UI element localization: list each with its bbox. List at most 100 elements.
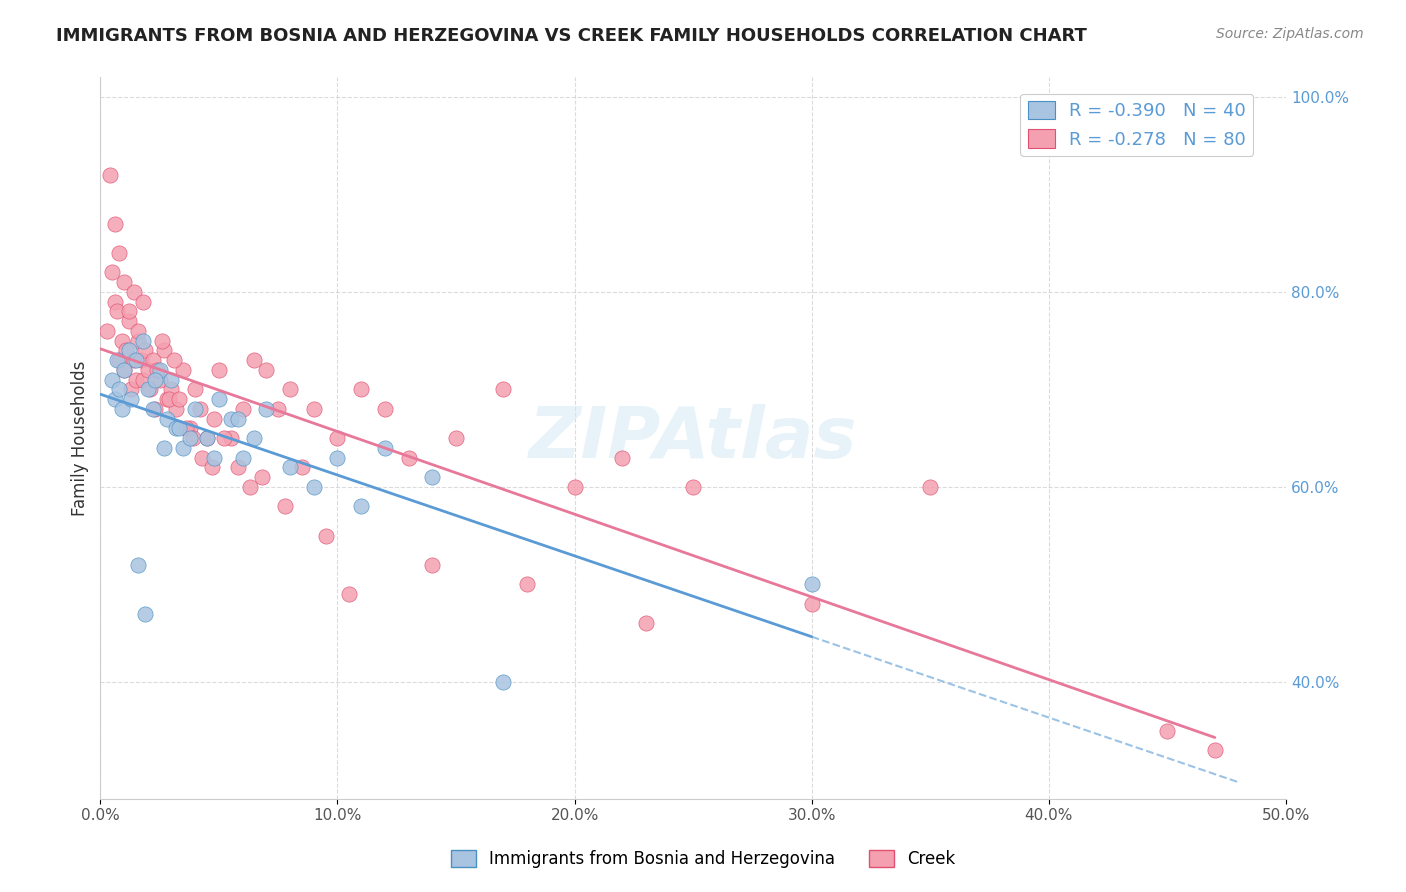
- Point: [105, 353, 128, 368]
- Point: [239, 480, 262, 494]
- Point: [920, 480, 942, 494]
- Point: [254, 401, 277, 416]
- Point: [208, 363, 231, 377]
- Point: [103, 217, 125, 231]
- Point: [184, 383, 207, 397]
- Point: [146, 363, 169, 377]
- Point: [267, 401, 290, 416]
- Point: [153, 343, 176, 358]
- Point: [141, 401, 163, 416]
- Point: [492, 383, 515, 397]
- Point: [118, 304, 141, 318]
- Point: [800, 597, 823, 611]
- Point: [302, 480, 325, 494]
- Point: [201, 460, 224, 475]
- Point: [165, 401, 187, 416]
- Point: [122, 285, 145, 299]
- Point: [139, 383, 162, 397]
- Point: [136, 363, 159, 377]
- Text: Source: ZipAtlas.com: Source: ZipAtlas.com: [1216, 27, 1364, 41]
- Point: [179, 421, 201, 435]
- Point: [195, 431, 218, 445]
- Point: [278, 383, 301, 397]
- Point: [172, 363, 194, 377]
- Point: [1156, 723, 1178, 738]
- Point: [112, 363, 135, 377]
- Point: [492, 674, 515, 689]
- Point: [96, 324, 118, 338]
- Point: [120, 392, 142, 406]
- Point: [634, 616, 657, 631]
- Point: [160, 383, 183, 397]
- Point: [115, 343, 138, 358]
- Point: [136, 383, 159, 397]
- Point: [682, 480, 704, 494]
- Point: [127, 558, 149, 572]
- Point: [326, 450, 349, 465]
- Point: [516, 577, 538, 591]
- Point: [278, 460, 301, 475]
- Point: [134, 607, 156, 621]
- Point: [156, 411, 179, 425]
- Point: [167, 392, 190, 406]
- Point: [143, 373, 166, 387]
- Point: [125, 353, 148, 368]
- Point: [444, 431, 467, 445]
- Point: [122, 353, 145, 368]
- Point: [167, 421, 190, 435]
- Point: [98, 168, 121, 182]
- Point: [202, 411, 225, 425]
- Point: [118, 343, 141, 358]
- Point: [149, 373, 172, 387]
- Point: [111, 334, 134, 348]
- Point: [226, 411, 249, 425]
- Point: [179, 431, 201, 445]
- Point: [219, 411, 242, 425]
- Point: [610, 450, 633, 465]
- Text: ZIPAtlas: ZIPAtlas: [529, 403, 858, 473]
- Point: [132, 294, 155, 309]
- Point: [226, 460, 249, 475]
- Point: [202, 450, 225, 465]
- Point: [250, 470, 273, 484]
- Point: [134, 343, 156, 358]
- Legend: Immigrants from Bosnia and Herzegovina, Creek: Immigrants from Bosnia and Herzegovina, …: [444, 843, 962, 875]
- Point: [105, 304, 128, 318]
- Point: [420, 470, 443, 484]
- Point: [398, 450, 420, 465]
- Point: [195, 431, 218, 445]
- Point: [219, 431, 242, 445]
- Point: [191, 450, 214, 465]
- Point: [108, 383, 131, 397]
- Point: [326, 431, 349, 445]
- Point: [254, 363, 277, 377]
- Point: [127, 334, 149, 348]
- Point: [160, 373, 183, 387]
- Point: [350, 383, 373, 397]
- Point: [132, 373, 155, 387]
- Point: [184, 401, 207, 416]
- Point: [302, 401, 325, 416]
- Point: [374, 401, 396, 416]
- Point: [243, 353, 266, 368]
- Point: [374, 441, 396, 455]
- Point: [208, 392, 231, 406]
- Point: [337, 587, 360, 601]
- Point: [420, 558, 443, 572]
- Point: [108, 353, 131, 368]
- Point: [101, 373, 124, 387]
- Point: [564, 480, 586, 494]
- Point: [243, 431, 266, 445]
- Point: [274, 500, 297, 514]
- Point: [101, 265, 124, 279]
- Point: [212, 431, 235, 445]
- Point: [118, 314, 141, 328]
- Point: [150, 334, 173, 348]
- Text: IMMIGRANTS FROM BOSNIA AND HERZEGOVINA VS CREEK FAMILY HOUSEHOLDS CORRELATION CH: IMMIGRANTS FROM BOSNIA AND HERZEGOVINA V…: [56, 27, 1087, 45]
- Point: [291, 460, 314, 475]
- Point: [163, 353, 186, 368]
- Point: [111, 401, 134, 416]
- Point: [165, 421, 187, 435]
- Point: [112, 275, 135, 289]
- Legend: R = -0.390   N = 40, R = -0.278   N = 80: R = -0.390 N = 40, R = -0.278 N = 80: [1021, 94, 1253, 156]
